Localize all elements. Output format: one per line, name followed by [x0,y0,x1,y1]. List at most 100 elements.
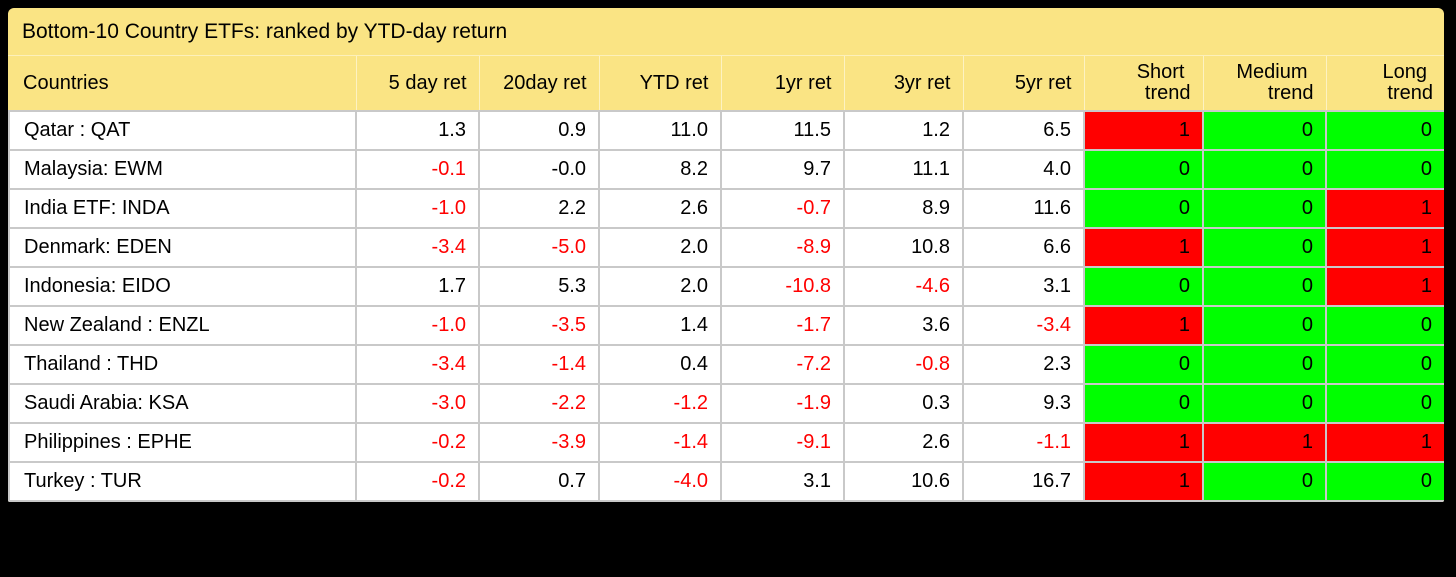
cell-5yr-ret: 16.7 [962,461,1085,502]
cell-5day-ret: 1.7 [355,266,480,307]
cell-long-trend: 0 [1325,383,1444,424]
cell-country: Qatar : QAT [8,110,357,151]
cell-20day-ret: 0.7 [478,461,600,502]
cell-3yr-ret: 0.3 [843,383,964,424]
etf-table-panel: Bottom-10 Country ETFs: ranked by YTD-da… [8,8,1444,502]
header-row: Countries 5 day ret 20day ret YTD ret 1y… [9,56,1444,111]
cell-country: New Zealand : ENZL [8,305,357,346]
col-header-3yr-ret: 3yr ret [843,56,963,111]
cell-20day-ret: -3.9 [478,422,600,463]
cell-5yr-ret: 6.5 [962,110,1085,151]
cell-5day-ret: -0.2 [355,461,480,502]
cell-ytd-ret: 2.6 [598,188,722,229]
cell-3yr-ret: 10.8 [843,227,964,268]
cell-ytd-ret: 2.0 [598,266,722,307]
cell-ytd-ret: 2.0 [598,227,722,268]
col-header-countries: Countries [23,71,109,94]
cell-country: Malaysia: EWM [8,149,357,190]
table-row: Indonesia: EIDO 1.7 5.3 2.0 -10.8 -4.6 3… [8,266,1444,307]
cell-ytd-ret: -1.2 [598,383,722,424]
cell-3yr-ret: -0.8 [843,344,964,385]
cell-3yr-ret: 8.9 [843,188,964,229]
etf-table: Countries 5 day ret 20day ret YTD ret 1y… [8,56,1444,502]
cell-20day-ret: -0.0 [478,149,600,190]
cell-1yr-ret: 9.7 [720,149,845,190]
cell-long-trend: 0 [1325,461,1444,502]
table-row: Denmark: EDEN -3.4 -5.0 2.0 -8.9 10.8 6.… [8,227,1444,268]
cell-medium-trend: 0 [1202,266,1327,307]
cell-20day-ret: -1.4 [478,344,600,385]
cell-5yr-ret: 3.1 [962,266,1085,307]
cell-3yr-ret: 11.1 [843,149,964,190]
cell-medium-trend: 0 [1202,344,1327,385]
cell-1yr-ret: -1.7 [720,305,845,346]
col-header-1yr-ret: 1yr ret [720,56,844,111]
header-line: trend [1267,82,1314,104]
cell-ytd-ret: -1.4 [598,422,722,463]
cell-short-trend: 1 [1083,461,1204,502]
cell-5yr-ret: 2.3 [962,344,1085,385]
cell-long-trend: 0 [1325,305,1444,346]
cell-5day-ret: -0.2 [355,422,480,463]
cell-3yr-ret: -4.6 [843,266,964,307]
cell-20day-ret: -3.5 [478,305,600,346]
cell-medium-trend: 0 [1202,305,1327,346]
cell-country: Denmark: EDEN [8,227,357,268]
table-row: Turkey : TUR -0.2 0.7 -4.0 3.1 10.6 16.7… [8,461,1444,502]
cell-short-trend: 1 [1083,110,1204,151]
col-header-5day-ret: 5 day ret [355,56,479,111]
cell-short-trend: 1 [1083,305,1204,346]
cell-ytd-ret: 11.0 [598,110,722,151]
table-row: New Zealand : ENZL -1.0 -3.5 1.4 -1.7 3.… [8,305,1444,346]
cell-short-trend: 1 [1083,422,1204,463]
cell-long-trend: 1 [1325,227,1444,268]
cell-5day-ret: -1.0 [355,305,480,346]
cell-20day-ret: -2.2 [478,383,600,424]
cell-medium-trend: 0 [1202,383,1327,424]
cell-5yr-ret: 6.6 [962,227,1085,268]
table-body: Qatar : QAT 1.3 0.9 11.0 11.5 1.2 6.5 1 … [8,110,1444,502]
cell-5yr-ret: 9.3 [962,383,1085,424]
cell-5yr-ret: -1.1 [962,422,1085,463]
cell-1yr-ret: 3.1 [720,461,845,502]
cell-long-trend: 1 [1325,266,1444,307]
cell-5day-ret: -3.0 [355,383,480,424]
col-header-short-trend: Short trend [1083,56,1203,111]
cell-country: Saudi Arabia: KSA [8,383,357,424]
col-header-medium-trend: Medium trend [1202,56,1326,111]
cell-3yr-ret: 10.6 [843,461,964,502]
table-row: Philippines : EPHE -0.2 -3.9 -1.4 -9.1 2… [8,422,1444,463]
table-row: India ETF: INDA -1.0 2.2 2.6 -0.7 8.9 11… [8,188,1444,229]
cell-ytd-ret: 1.4 [598,305,722,346]
cell-5yr-ret: 11.6 [962,188,1085,229]
cell-medium-trend: 0 [1202,461,1327,502]
col-header-long-trend: Long trend [1325,56,1444,111]
cell-short-trend: 0 [1083,266,1204,307]
cell-1yr-ret: -7.2 [720,344,845,385]
col-header-ytd-ret: YTD ret [598,56,721,111]
cell-medium-trend: 1 [1202,422,1327,463]
cell-3yr-ret: 3.6 [843,305,964,346]
cell-5day-ret: -1.0 [355,188,480,229]
cell-country: Philippines : EPHE [8,422,357,463]
cell-1yr-ret: -0.7 [720,188,845,229]
cell-long-trend: 1 [1325,188,1444,229]
col-header-5yr-ret: 5yr ret [962,56,1084,111]
table-row: Thailand : THD -3.4 -1.4 0.4 -7.2 -0.8 2… [8,344,1444,385]
header-line: Long [1382,61,1428,83]
cell-3yr-ret: 1.2 [843,110,964,151]
cell-short-trend: 1 [1083,227,1204,268]
cell-medium-trend: 0 [1202,188,1327,229]
cell-country: Turkey : TUR [8,461,357,502]
cell-short-trend: 0 [1083,344,1204,385]
header-line: trend [1387,82,1433,104]
cell-5day-ret: 1.3 [355,110,480,151]
cell-medium-trend: 0 [1202,110,1327,151]
cell-5day-ret: -3.4 [355,227,480,268]
cell-ytd-ret: -4.0 [598,461,722,502]
cell-3yr-ret: 2.6 [843,422,964,463]
cell-20day-ret: 0.9 [478,110,600,151]
cell-country: Indonesia: EIDO [8,266,357,307]
cell-5day-ret: -0.1 [355,149,480,190]
table-row: Qatar : QAT 1.3 0.9 11.0 11.5 1.2 6.5 1 … [8,110,1444,151]
